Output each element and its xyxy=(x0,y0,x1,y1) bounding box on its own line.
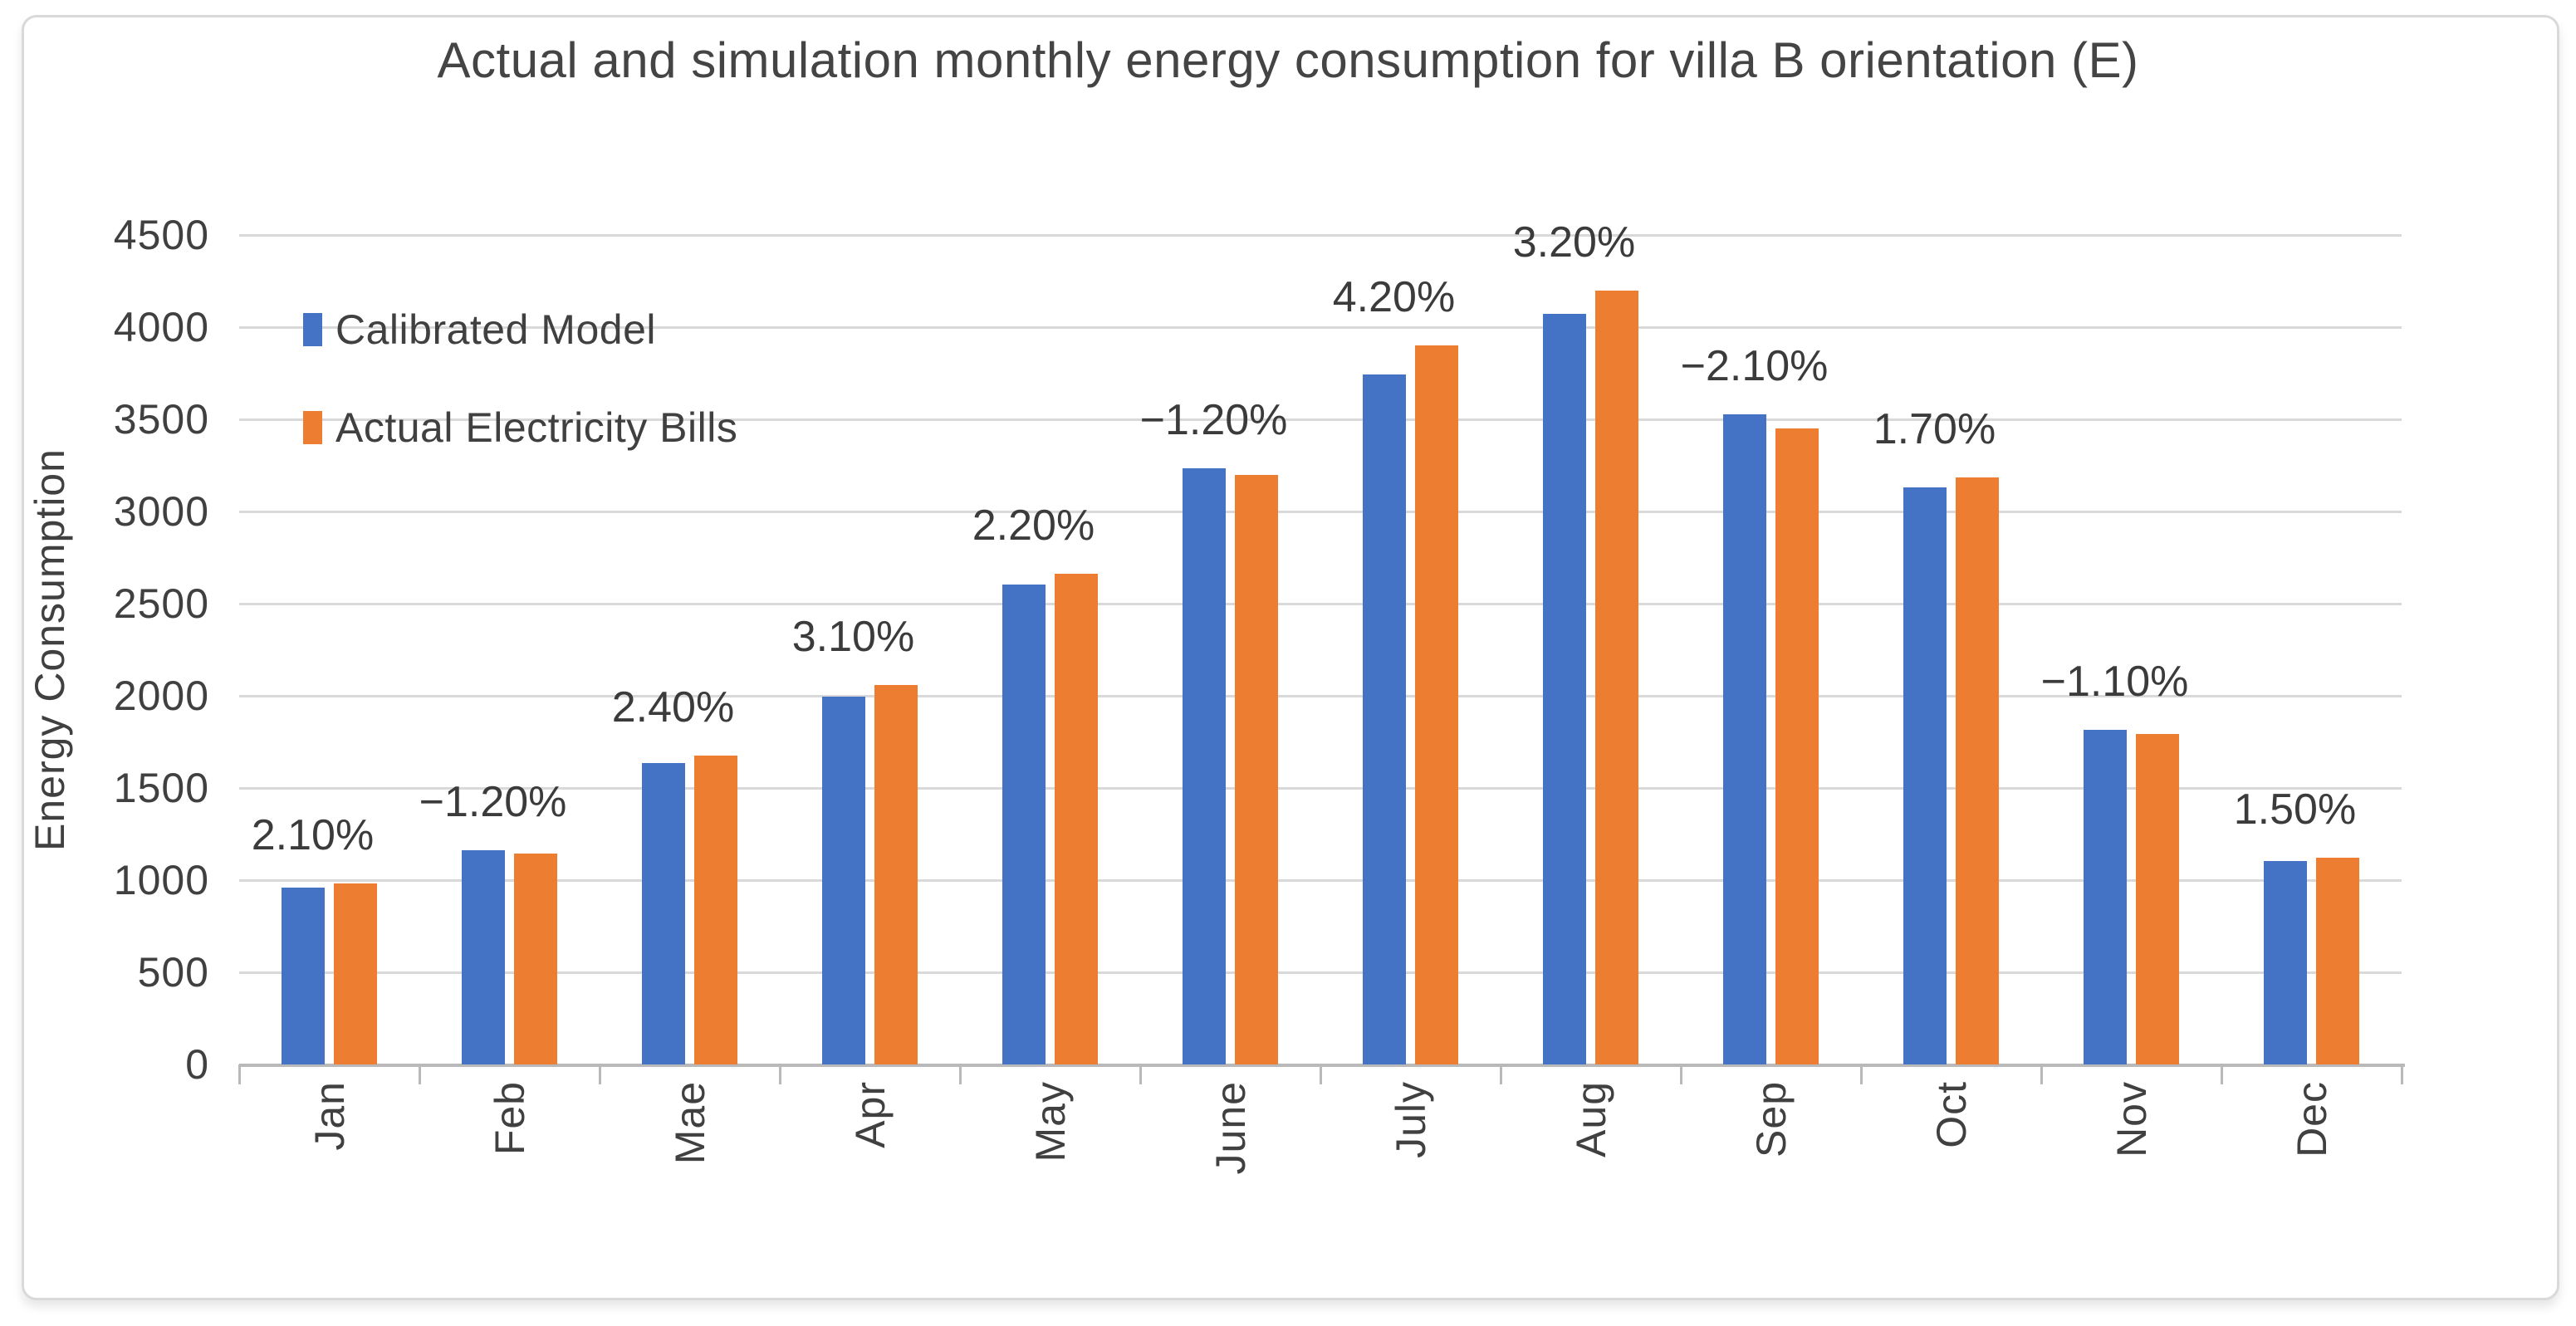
x-axis-tick-label: Nov xyxy=(2108,1081,2155,1157)
y-axis-title: Energy Consumption xyxy=(27,448,73,851)
bar-calibrated-model xyxy=(1183,467,1226,1064)
x-axis-tick-mark xyxy=(1500,1064,1502,1084)
x-axis-tick-mark xyxy=(1680,1064,1682,1084)
data-label: 1.70% xyxy=(1873,405,1996,454)
data-label: 2.10% xyxy=(251,811,375,860)
data-label: 3.10% xyxy=(791,613,915,662)
bar-actual-electricity-bills xyxy=(1235,475,1278,1064)
x-axis-tick-mark xyxy=(599,1064,601,1084)
bar-calibrated-model xyxy=(462,850,505,1064)
x-axis-tick-label: Mae xyxy=(666,1081,713,1165)
x-axis-tick-label: Sep xyxy=(1747,1081,1795,1157)
y-axis-tick-label: 500 xyxy=(137,949,209,996)
data-label: −1.20% xyxy=(419,778,567,827)
y-axis-tick-label: 4500 xyxy=(113,212,209,258)
gridline xyxy=(239,510,2402,513)
gridline xyxy=(239,418,2402,421)
gridline xyxy=(239,971,2402,974)
gridline xyxy=(239,694,2402,697)
x-axis-tick-mark xyxy=(779,1064,781,1084)
legend-item: Actual Electricity Bills xyxy=(303,404,737,452)
gridline xyxy=(239,602,2402,605)
y-axis-tick-label: 1500 xyxy=(113,765,209,811)
bar-calibrated-model xyxy=(642,763,685,1064)
x-axis-tick-label: May xyxy=(1026,1081,1074,1162)
bar-actual-electricity-bills xyxy=(1415,345,1458,1064)
bar-actual-electricity-bills xyxy=(1595,290,1638,1064)
x-axis-tick-mark xyxy=(2040,1064,2043,1084)
bar-calibrated-model xyxy=(2084,730,2127,1064)
x-axis-tick-label: June xyxy=(1207,1081,1254,1175)
x-axis-tick-mark xyxy=(419,1064,421,1084)
gridline xyxy=(239,786,2402,790)
bar-calibrated-model xyxy=(2264,860,2307,1064)
bar-calibrated-model xyxy=(282,887,325,1064)
bar-calibrated-model xyxy=(1903,487,1947,1064)
bar-actual-electricity-bills xyxy=(694,756,737,1064)
data-label: −1.10% xyxy=(2040,658,2189,707)
x-axis-tick-mark xyxy=(2401,1064,2403,1084)
legend-label: Actual Electricity Bills xyxy=(335,404,738,451)
bar-actual-electricity-bills xyxy=(514,853,557,1064)
legend-swatch-icon xyxy=(303,313,322,346)
gridline xyxy=(239,325,2402,329)
bar-actual-electricity-bills xyxy=(2136,733,2179,1064)
legend-label: Calibrated Model xyxy=(335,306,656,353)
chart-title: Actual and simulation monthly energy con… xyxy=(437,32,2139,88)
bar-actual-electricity-bills xyxy=(1055,574,1098,1064)
data-label: 2.20% xyxy=(972,502,1095,550)
bar-calibrated-model xyxy=(1002,584,1046,1064)
y-axis-tick-label: 2000 xyxy=(113,673,209,719)
bar-calibrated-model xyxy=(822,697,865,1064)
x-axis-tick-mark xyxy=(959,1064,962,1084)
x-axis-tick-label: July xyxy=(1387,1081,1434,1158)
bar-actual-electricity-bills xyxy=(1775,428,1819,1064)
legend-item: Calibrated Model xyxy=(303,306,656,354)
x-axis-tick-mark xyxy=(1320,1064,1322,1084)
x-axis-tick-label: Aug xyxy=(1567,1081,1614,1157)
y-axis-tick-label: 1000 xyxy=(113,857,209,903)
y-axis-tick-label: 3500 xyxy=(113,396,209,443)
y-axis-tick-label: 3000 xyxy=(113,488,209,535)
bar-calibrated-model xyxy=(1723,414,1766,1064)
bar-actual-electricity-bills xyxy=(1956,477,1999,1064)
chart-frame xyxy=(22,15,2559,1300)
data-label: −2.10% xyxy=(1680,342,1829,391)
gridline xyxy=(239,878,2402,882)
x-axis-tick-label: Jan xyxy=(306,1081,353,1151)
x-axis-tick-label: Dec xyxy=(2288,1081,2335,1157)
x-axis-tick-label: Feb xyxy=(486,1081,533,1156)
y-axis-tick-label: 0 xyxy=(185,1041,209,1088)
legend-swatch-icon xyxy=(303,411,322,444)
x-axis-tick-label: Apr xyxy=(846,1081,894,1148)
data-label: 4.20% xyxy=(1332,272,1456,321)
bar-actual-electricity-bills xyxy=(2316,857,2359,1064)
bar-actual-electricity-bills xyxy=(334,883,377,1064)
x-axis-tick-mark xyxy=(238,1064,241,1084)
bar-calibrated-model xyxy=(1363,374,1406,1064)
x-axis-tick-mark xyxy=(2221,1064,2223,1084)
bar-calibrated-model xyxy=(1543,314,1586,1064)
x-axis-tick-label: Oct xyxy=(1927,1081,1975,1148)
y-axis-tick-label: 2500 xyxy=(113,580,209,627)
gridline xyxy=(239,233,2402,237)
x-axis-line xyxy=(239,1064,2405,1067)
x-axis-tick-mark xyxy=(1860,1064,1863,1084)
data-label: 3.20% xyxy=(1512,218,1636,267)
data-label: 1.50% xyxy=(2233,785,2357,834)
x-axis-tick-mark xyxy=(1139,1064,1142,1084)
bar-actual-electricity-bills xyxy=(874,685,918,1064)
y-axis-tick-label: 4000 xyxy=(113,304,209,350)
data-label: −1.20% xyxy=(1139,395,1288,444)
data-label: 2.40% xyxy=(611,683,735,732)
